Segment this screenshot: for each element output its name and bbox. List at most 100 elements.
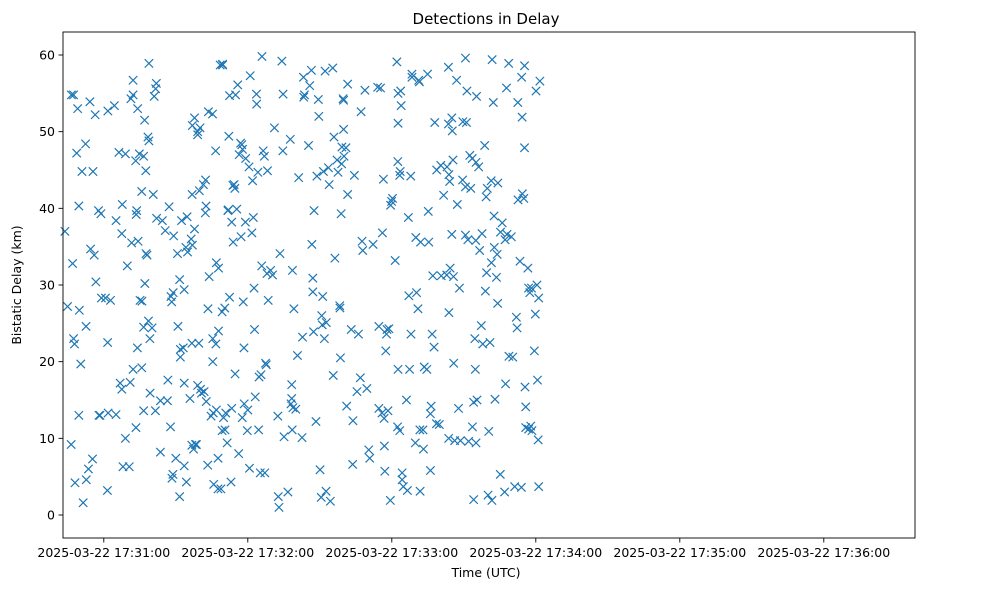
data-point	[81, 475, 91, 485]
data-point	[85, 244, 96, 254]
data-point	[285, 134, 295, 144]
data-point	[117, 229, 127, 239]
data-point	[308, 287, 318, 297]
data-point	[349, 170, 359, 180]
data-point	[215, 60, 225, 70]
data-point	[535, 76, 545, 86]
data-point	[379, 413, 389, 424]
data-point	[148, 189, 158, 200]
data-point	[288, 403, 298, 413]
data-point	[358, 245, 368, 256]
data-point	[471, 91, 482, 102]
data-point	[217, 59, 228, 69]
data-point	[403, 212, 413, 223]
data-point	[328, 370, 338, 381]
y-tick-label: 60	[39, 48, 55, 63]
data-point	[486, 258, 497, 268]
data-point	[269, 123, 280, 133]
data-point	[169, 231, 179, 241]
data-point	[142, 250, 152, 260]
data-point	[96, 209, 106, 219]
data-point	[500, 235, 510, 245]
y-tick-label: 10	[39, 431, 55, 446]
data-point	[105, 295, 116, 305]
data-point	[128, 90, 138, 100]
data-point	[211, 405, 221, 415]
data-point	[140, 278, 150, 289]
data-point	[167, 297, 177, 307]
data-point	[501, 83, 512, 93]
data-point	[131, 156, 141, 166]
data-point	[395, 166, 405, 177]
data-point	[377, 408, 387, 418]
data-point	[241, 153, 251, 164]
data-point	[335, 353, 346, 363]
data-point	[74, 410, 84, 420]
data-point	[267, 270, 278, 280]
data-point	[470, 334, 480, 344]
data-point	[199, 386, 209, 397]
data-point	[187, 240, 197, 250]
data-point	[278, 89, 288, 99]
data-point	[168, 288, 178, 298]
data-point	[306, 65, 317, 75]
data-point	[308, 273, 318, 283]
data-point	[244, 463, 255, 473]
data-point	[458, 117, 468, 127]
data-point	[187, 189, 197, 200]
data-point	[360, 85, 370, 95]
data-point	[348, 459, 358, 470]
data-point	[425, 465, 436, 476]
data-point	[201, 396, 211, 407]
data-point	[414, 77, 425, 87]
data-point	[164, 202, 174, 212]
data-point	[491, 272, 502, 282]
data-point	[487, 495, 497, 506]
data-point	[413, 304, 423, 314]
data-point	[502, 229, 512, 240]
data-point	[434, 419, 444, 430]
data-point	[534, 293, 544, 303]
data-point	[175, 352, 185, 362]
data-point	[373, 82, 383, 92]
data-point	[273, 411, 283, 421]
data-point	[317, 311, 327, 321]
y-tick-label: 30	[39, 278, 55, 293]
data-point	[147, 323, 157, 333]
data-point	[508, 352, 518, 362]
data-point	[495, 469, 505, 479]
data-point	[527, 426, 537, 436]
data-point	[137, 363, 147, 373]
data-point	[131, 209, 141, 220]
data-point	[415, 237, 426, 247]
data-point	[531, 86, 541, 96]
data-point	[182, 212, 192, 222]
data-point	[455, 436, 466, 446]
data-point	[338, 95, 349, 105]
data-point	[277, 56, 287, 66]
data-point	[90, 110, 100, 120]
data-point	[481, 192, 491, 202]
data-point	[224, 292, 235, 302]
data-point	[115, 378, 125, 388]
data-point	[257, 261, 267, 271]
data-point	[179, 378, 189, 388]
data-point	[386, 196, 397, 207]
data-point	[287, 425, 297, 435]
data-point	[259, 151, 269, 161]
data-points	[60, 51, 545, 512]
data-point	[513, 195, 523, 205]
data-point	[467, 422, 478, 432]
data-point	[521, 422, 531, 433]
data-point	[534, 482, 544, 492]
data-point	[275, 248, 285, 259]
data-point	[258, 146, 268, 156]
data-point	[189, 224, 200, 234]
data-point	[114, 147, 124, 157]
data-point	[481, 268, 492, 278]
data-point	[422, 69, 433, 79]
data-point	[488, 97, 498, 108]
data-point	[335, 301, 345, 311]
data-point	[512, 323, 522, 333]
data-point	[135, 295, 145, 305]
